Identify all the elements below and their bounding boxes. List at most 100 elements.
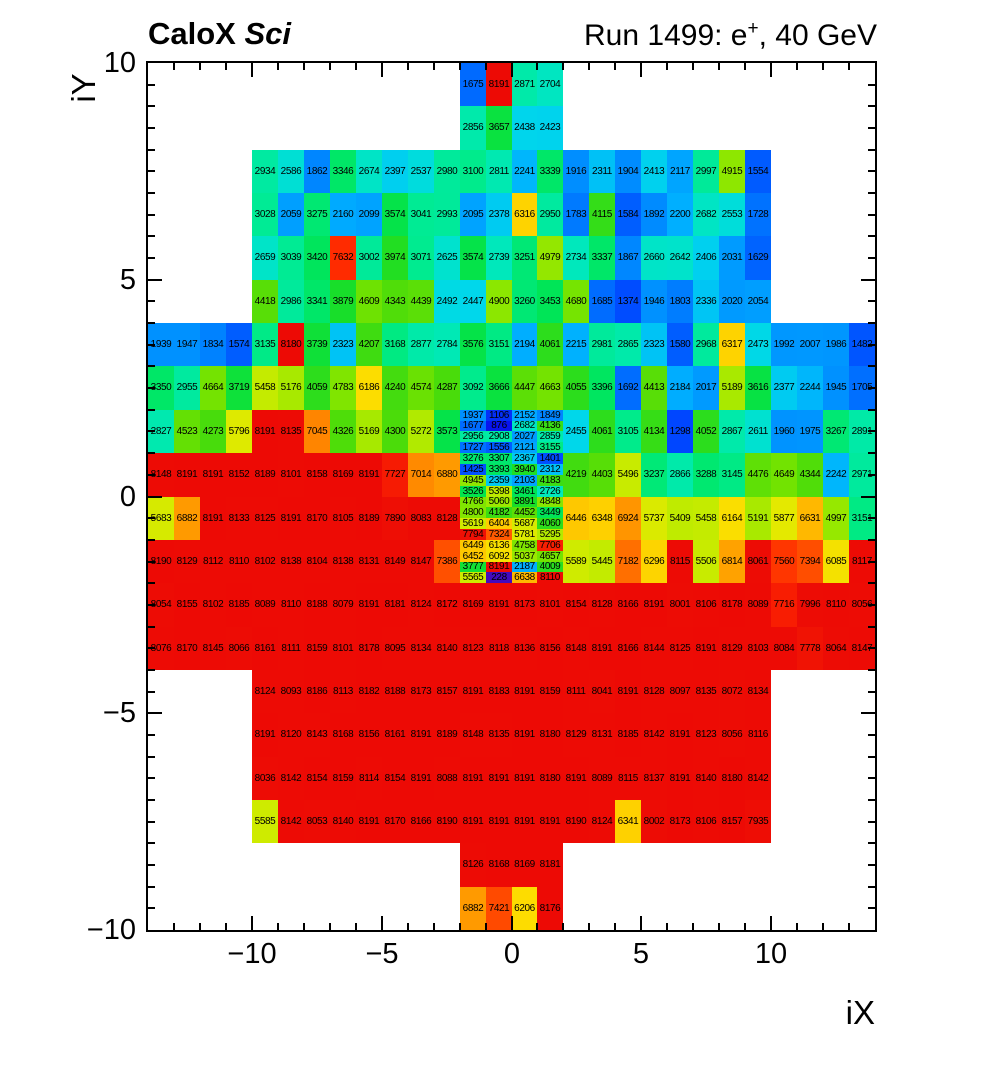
heatmap-cell: 8191 — [615, 670, 641, 713]
axis-tick — [796, 63, 798, 70]
axis-tick — [718, 63, 720, 70]
heatmap-cell: 2413 — [641, 150, 667, 193]
axis-tick — [148, 257, 155, 259]
axis-tick — [861, 279, 875, 281]
axis-tick — [868, 214, 875, 216]
axis-tick — [148, 582, 155, 584]
heatmap-cell: 1685 — [589, 280, 615, 323]
heatmap-cell: 8123 — [693, 713, 719, 757]
y-tick-label: 10 — [103, 47, 136, 79]
heatmap-cell: 2152 — [512, 410, 537, 421]
heatmap-cell: 1783 — [563, 193, 589, 236]
heatmap-cell: 2031 — [719, 236, 745, 280]
heatmap-cell: 8191 — [667, 713, 693, 757]
heatmap-cell: 3574 — [460, 236, 486, 280]
heatmap-cell: 8189 — [252, 453, 278, 497]
y-tick-label: 5 — [119, 264, 136, 296]
heatmap-cell: 2215 — [563, 323, 589, 366]
heatmap-cell: 8173 — [408, 670, 434, 713]
heatmap-cell: 8185 — [226, 583, 252, 627]
axis-tick — [148, 127, 155, 129]
heatmap-cell: 8106 — [693, 800, 719, 843]
axis-tick — [770, 916, 772, 930]
heatmap-cell: 8079 — [330, 583, 356, 627]
heatmap-cell: 4915 — [719, 150, 745, 193]
heatmap-cell: 4182 — [486, 507, 512, 518]
heatmap-cell: 4945 — [460, 475, 486, 486]
heatmap-cell: 5169 — [356, 410, 382, 453]
heatmap-cell: 8149 — [382, 540, 408, 583]
axis-tick — [588, 63, 590, 70]
heatmap-cell: 2866 — [667, 453, 693, 497]
heatmap-cell: 5589 — [563, 540, 589, 583]
heatmap-cell: 2659 — [252, 236, 278, 280]
axis-tick — [485, 63, 487, 70]
heatmap-cell: 1574 — [226, 323, 252, 366]
heatmap-cell: 2955 — [174, 366, 200, 410]
heatmap-cell: 4343 — [382, 280, 408, 323]
axis-tick — [868, 365, 875, 367]
heatmap-cell: 3449 — [537, 507, 563, 518]
heatmap-cell: 2095 — [460, 193, 486, 236]
heatmap-cell: 8191 — [356, 583, 382, 627]
axis-tick — [277, 923, 279, 930]
heatmap-cell: 7394 — [797, 540, 823, 583]
heatmap-cell: 8191 — [278, 497, 304, 540]
run-title-superscript: + — [747, 18, 759, 39]
axis-tick — [459, 923, 461, 930]
heatmap-cell: 8191 — [174, 453, 200, 497]
heatmap-cell: 8120 — [278, 713, 304, 757]
heatmap-cell: 8056 — [719, 713, 745, 757]
axis-tick — [868, 170, 875, 172]
heatmap-cell: 8154 — [382, 757, 408, 800]
heatmap-cell: 8129 — [563, 713, 589, 757]
heatmap-cell: 2704 — [537, 63, 563, 106]
heatmap-cell: 5565 — [460, 572, 486, 583]
heatmap-cell: 1867 — [615, 236, 641, 280]
heatmap-cell: 8180 — [719, 757, 745, 800]
heatmap-cell: 8169 — [330, 453, 356, 497]
heatmap-cell: 4183 — [537, 475, 563, 486]
heatmap-cell: 6348 — [589, 497, 615, 540]
heatmap-cell: 3307 — [486, 453, 512, 464]
heatmap-cell: 6449 — [460, 540, 486, 551]
heatmap-cell: 8191 — [512, 757, 537, 800]
axis-tick — [148, 647, 155, 649]
heatmap-cell: 3940 — [512, 464, 537, 475]
heatmap-cell: 4061 — [537, 323, 563, 366]
heatmap-cell: 8166 — [408, 800, 434, 843]
axis-tick — [148, 864, 155, 866]
axis-tick — [148, 214, 155, 216]
heatmap-cell: 2908 — [486, 431, 512, 442]
heatmap-cell: 8136 — [512, 627, 537, 670]
heatmap-cell: 8066 — [226, 627, 252, 670]
heatmap-cell: 8135 — [278, 410, 304, 453]
heatmap-cell: 8182 — [356, 670, 382, 713]
heatmap-cell: 3267 — [823, 410, 849, 453]
heatmap-cell: 2642 — [667, 236, 693, 280]
heatmap-cell: 8189 — [356, 497, 382, 540]
heatmap-cell: 8105 — [330, 497, 356, 540]
axis-tick — [868, 561, 875, 563]
axis-tick — [173, 63, 175, 70]
heatmap-cell: 1677 — [460, 421, 486, 431]
heatmap-cell: 3275 — [304, 193, 330, 236]
axis-tick — [868, 452, 875, 454]
heatmap-cell: 5458 — [693, 497, 719, 540]
heatmap-cell: 8191 — [563, 757, 589, 800]
heatmap-cell: 6206 — [512, 887, 537, 930]
axis-tick — [148, 496, 162, 498]
heatmap-cell: 8089 — [589, 757, 615, 800]
heatmap-cell: 8110 — [226, 540, 252, 583]
x-tick-label: 5 — [632, 938, 650, 970]
heatmap-cell: 3574 — [382, 193, 408, 236]
heatmap-cell: 8191 — [486, 800, 512, 843]
axis-tick — [148, 149, 155, 151]
axis-tick — [148, 886, 155, 888]
heatmap-cell: 5585 — [252, 800, 278, 843]
heatmap-cell: 5781 — [512, 529, 537, 540]
heatmap-cell: 7386 — [434, 540, 460, 583]
heatmap-cell: 2586 — [278, 150, 304, 193]
axis-tick — [329, 63, 331, 70]
axis-tick — [459, 63, 461, 70]
